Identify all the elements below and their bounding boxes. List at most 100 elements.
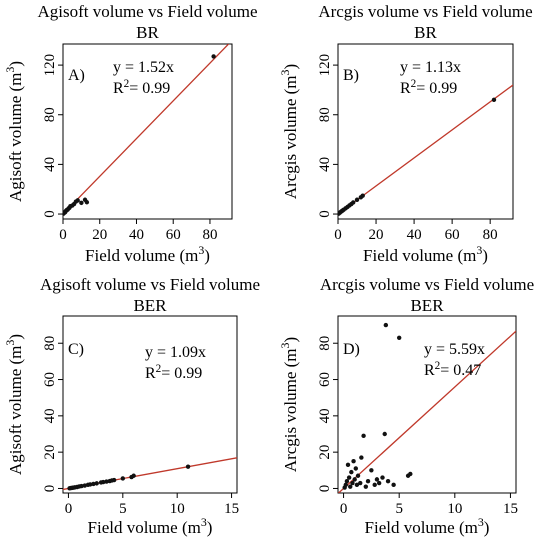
data-point: [382, 431, 387, 437]
data-point: [354, 197, 360, 202]
y-tick-label: 0: [42, 485, 58, 493]
panel-a: Agisoft volume vs Field volume BR 0 20 40 60 8…: [3, 2, 258, 265]
data-point: [79, 483, 84, 489]
regression-equation: y = 1.13x: [400, 59, 461, 76]
y-tick-label: 40: [42, 408, 58, 423]
y-tick-label: 0: [42, 210, 58, 218]
x-tick-label: 20: [92, 227, 107, 243]
plot-frame: [337, 43, 514, 220]
x-tick-label: 5: [395, 501, 403, 517]
data-point: [355, 473, 361, 478]
data-point: [111, 477, 117, 483]
data-point: [374, 477, 380, 482]
data-point: [120, 476, 126, 481]
data-point: [84, 200, 90, 205]
data-point: [359, 455, 364, 460]
x-tick-label: 80: [483, 227, 498, 243]
y-tick-label: 120: [42, 54, 58, 77]
y-tick-label: 80: [317, 336, 333, 351]
data-point: [351, 459, 356, 464]
plot-area: [63, 457, 237, 491]
data-point: [94, 481, 99, 486]
data-point: [380, 475, 385, 480]
x-tick-label: 15: [503, 501, 518, 517]
y-tick-label: 0: [317, 210, 333, 218]
x-tick-label: 0: [59, 227, 67, 243]
fit-line: [338, 330, 516, 493]
data-point: [344, 479, 350, 484]
data-point: [396, 335, 402, 340]
chart-title: Agisoft volume vs Field volume: [40, 275, 260, 294]
plot-area: [63, 44, 230, 216]
r-squared-label: R2= 0.99: [145, 363, 202, 382]
chart-subtitle: BR: [414, 23, 437, 42]
plot-frame: [62, 315, 238, 494]
x-tick-label: 60: [166, 227, 181, 243]
data-point: [185, 464, 191, 469]
data-point: [87, 482, 93, 487]
panel-label: B): [343, 67, 359, 84]
data-point: [369, 468, 374, 473]
chart-subtitle: BER: [133, 296, 167, 315]
x-tick-label: 10: [170, 501, 185, 517]
x-tick-label: 15: [224, 501, 239, 517]
chart-subtitle: BR: [136, 23, 159, 42]
data-point: [372, 482, 377, 488]
x-tick-label: 0: [340, 501, 348, 517]
regression-equation: y = 1.52x: [113, 59, 174, 76]
data-point: [491, 97, 497, 103]
r-squared-label: R2= 0.47: [424, 360, 481, 379]
data-point: [91, 481, 96, 487]
x-tick-label: 40: [129, 227, 144, 243]
data-point: [360, 193, 365, 198]
data-point: [351, 200, 356, 205]
plot-area: [338, 322, 516, 493]
data-point: [361, 433, 366, 439]
y-tick-label: 60: [42, 372, 58, 387]
x-axis-label: Field volume (m3): [88, 515, 213, 537]
y-tick-label: 20: [317, 445, 333, 460]
data-point: [363, 484, 369, 489]
y-tick-label: 40: [317, 408, 333, 423]
chart-title: Agisoft volume vs Field volume: [37, 2, 257, 21]
x-tick-label: 0: [334, 227, 342, 243]
x-tick-label: 40: [407, 227, 422, 243]
x-axis-label: Field volume (m3): [85, 243, 210, 265]
r-squared-label: R2= 0.99: [113, 78, 170, 97]
data-point: [350, 480, 355, 486]
y-axis-label: Arcgis volume (m3): [278, 64, 300, 199]
data-point: [343, 482, 348, 488]
data-point: [345, 462, 351, 468]
chart-title: Arcgis volume vs Field volume: [320, 275, 534, 294]
y-tick-label: 0: [317, 485, 333, 493]
data-point: [352, 477, 357, 482]
y-tick-label: 80: [317, 107, 333, 122]
data-point: [354, 482, 360, 488]
data-point: [346, 475, 352, 480]
x-tick-label: 20: [369, 227, 384, 243]
plot-frame: [62, 43, 233, 220]
data-point: [349, 469, 354, 475]
data-point: [391, 482, 396, 488]
data-point: [365, 479, 371, 484]
y-tick-label: 40: [42, 157, 58, 172]
data-point: [358, 480, 363, 486]
y-tick-label: 20: [42, 445, 58, 460]
panel-c: Agisoft volume vs Field volume BER 0 5 10 15 0…: [3, 275, 260, 537]
chart-subtitle: BER: [410, 296, 444, 315]
regression-equation: y = 1.09x: [145, 344, 206, 361]
y-axis-label: Arcgis volume (m3): [278, 337, 300, 472]
x-axis-label: Field volume (m3): [365, 515, 490, 537]
x-tick-label: 60: [445, 227, 460, 243]
panel-label: C): [68, 341, 84, 358]
y-tick-label: 40: [317, 157, 333, 172]
data-point: [131, 473, 136, 478]
y-axis-label: Agisoft volume (m3): [3, 61, 25, 202]
data-point: [383, 322, 389, 328]
y-axis-label: Agisoft volume (m3): [3, 334, 25, 475]
data-point: [104, 479, 109, 484]
x-tick-label: 5: [119, 501, 127, 517]
regression-equation: y = 5.59x: [424, 341, 485, 358]
data-point: [353, 466, 358, 471]
